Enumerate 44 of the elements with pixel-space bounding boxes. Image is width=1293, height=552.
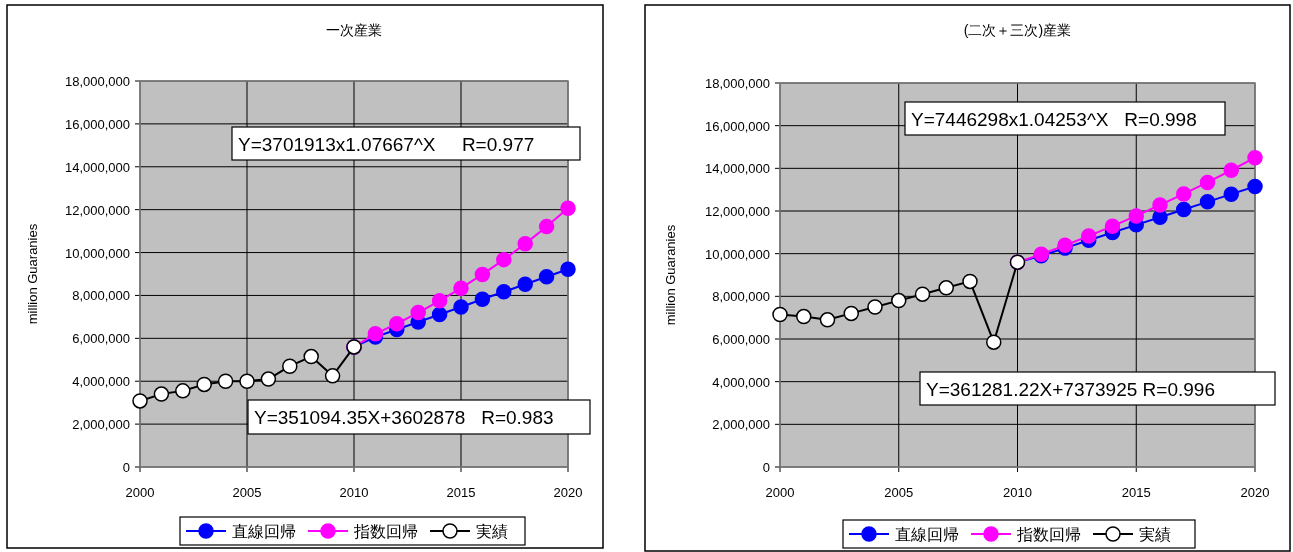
y-tick-label: 2,000,000 <box>712 417 770 433</box>
legend-label: 指数回帰 <box>353 523 418 540</box>
y-tick-label: 10,000,000 <box>704 246 770 262</box>
y-tick-label: 4,000,000 <box>72 374 130 390</box>
chart-title: (二次＋三次)産業 <box>963 22 1072 38</box>
y-tick-label: 14,000,000 <box>64 159 130 175</box>
y-axis-title: million Guaranies <box>663 224 678 326</box>
x-tick-label: 2000 <box>125 485 155 500</box>
legend-label: 直線回帰 <box>232 523 296 540</box>
y-axis-title: million Guaranies <box>25 223 40 325</box>
annotation: Y=351094.35X+3602878 R=0.983 <box>254 407 554 428</box>
y-tick-label: 16,000,000 <box>64 116 130 132</box>
annotation: Y=7446298x1.04253^X R=0.998 <box>911 108 1197 130</box>
annotation: Y=361281.22X+7373925 R=0.996 <box>926 378 1215 400</box>
x-tick-label: 2020 <box>1240 485 1270 500</box>
y-tick-label: 0 <box>122 460 130 475</box>
x-tick-label: 2015 <box>446 485 476 500</box>
y-tick-label: 2,000,000 <box>72 417 130 433</box>
y-tick-label: 12,000,000 <box>64 202 130 218</box>
x-tick-label: 2020 <box>553 485 583 500</box>
y-tick-label: 12,000,000 <box>704 204 770 219</box>
legend-label: 実績 <box>476 523 508 540</box>
x-tick-label: 2000 <box>765 485 795 500</box>
x-tick-label: 2005 <box>884 485 914 500</box>
chart-title: 一次産業 <box>326 22 382 38</box>
y-tick-label: 18,000,000 <box>64 74 130 89</box>
x-tick-label: 2010 <box>339 485 369 500</box>
y-tick-label: 14,000,000 <box>704 161 770 177</box>
y-tick-label: 10,000,000 <box>64 245 130 261</box>
legend-label: 直線回帰 <box>895 526 959 543</box>
y-tick-label: 6,000,000 <box>72 331 130 347</box>
legend-label: 実績 <box>1139 526 1171 543</box>
y-tick-label: 6,000,000 <box>712 332 770 347</box>
y-tick-label: 16,000,000 <box>704 118 770 134</box>
y-tick-label: 8,000,000 <box>72 288 130 304</box>
x-tick-label: 2015 <box>1121 485 1151 500</box>
y-tick-label: 0 <box>762 460 770 475</box>
x-tick-label: 2005 <box>232 485 262 500</box>
y-tick-label: 8,000,000 <box>712 289 770 305</box>
x-tick-label: 2010 <box>1003 485 1032 500</box>
legend-label: 指数回帰 <box>1016 526 1081 543</box>
annotation: Y=3701913x1.07667^X R=0.977 <box>238 133 535 155</box>
y-tick-label: 18,000,000 <box>704 76 770 91</box>
y-tick-label: 4,000,000 <box>712 374 770 390</box>
